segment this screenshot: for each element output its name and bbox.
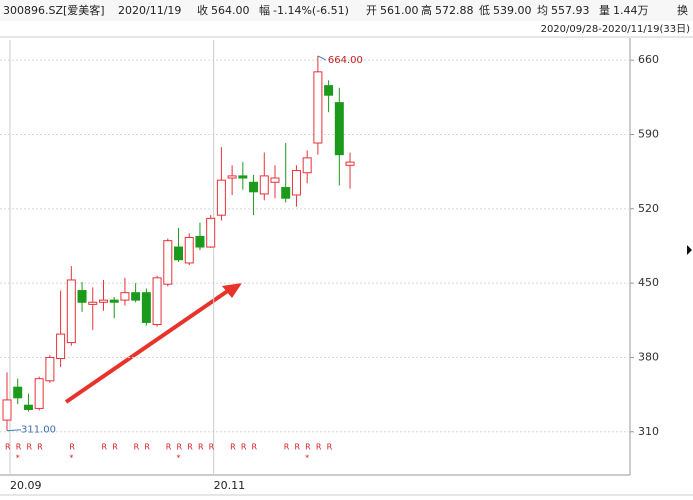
candle-body <box>238 175 248 179</box>
range: 2020/09/28-2020/11/19(33日) <box>541 24 691 35</box>
candle-body <box>77 290 87 303</box>
field-value: 561.00 <box>380 4 419 17</box>
candle-body <box>98 299 108 303</box>
star-mark: * <box>16 454 20 463</box>
candle-body <box>216 179 226 216</box>
x-tick-label: 20.11 <box>214 479 246 492</box>
field-label: 高 <box>421 3 432 17</box>
y-tick-label: 380 <box>638 350 659 363</box>
candle-body <box>45 356 55 382</box>
field-value: 572.88 <box>435 4 474 17</box>
high-pointer <box>317 55 327 61</box>
field-value: 564.00 <box>211 4 250 17</box>
r-mark: R <box>294 443 300 452</box>
r-mark: R <box>16 443 22 452</box>
low-pointer <box>6 429 22 432</box>
r-mark: R <box>327 443 333 452</box>
candle-body <box>313 71 323 144</box>
r-mark: R <box>101 443 107 452</box>
y-tick-label: 590 <box>638 127 659 140</box>
field-label: 幅 <box>259 4 270 17</box>
r-mark: R <box>284 443 290 452</box>
field-value: 1.44万 <box>613 4 649 17</box>
candle-body <box>281 187 291 199</box>
r-mark: R <box>316 443 322 452</box>
r-mark: R <box>177 443 183 452</box>
candle-body <box>195 235 205 248</box>
field-value: 539.00 <box>493 4 532 17</box>
stock-code: 300896.SZ[爱美客] <box>3 3 105 17</box>
star-mark: * <box>305 454 309 463</box>
header-bar <box>0 0 693 21</box>
star-mark: * <box>69 454 73 463</box>
r-mark: R <box>252 443 258 452</box>
r-mark: R <box>187 443 193 452</box>
candle-body <box>88 301 98 305</box>
candle-body <box>56 333 66 360</box>
candle-body <box>259 175 269 195</box>
field-label: 开 <box>366 4 377 17</box>
trend-arrow-head <box>222 283 242 298</box>
r-mark: R <box>134 443 140 452</box>
r-mark: R <box>241 443 247 452</box>
candle-body <box>270 177 280 183</box>
r-mark: R <box>230 443 236 452</box>
y-tick-label: 520 <box>638 202 659 215</box>
candle-body <box>152 277 162 326</box>
r-mark: R <box>305 443 311 452</box>
field-label: 换 <box>677 3 688 17</box>
candle-body <box>184 236 194 264</box>
y-tick-label: 450 <box>638 276 659 289</box>
candle-body <box>23 404 33 410</box>
high-label: 664.00 <box>328 55 363 66</box>
trend-arrow <box>64 286 234 404</box>
field-label: 均 <box>537 4 548 17</box>
r-mark: R <box>112 443 118 452</box>
r-mark: R <box>198 443 204 452</box>
field-label: 低 <box>479 4 490 17</box>
candle-body <box>163 240 173 285</box>
expand-arrow[interactable] <box>687 245 692 255</box>
r-mark: R <box>26 443 32 452</box>
candle-body <box>174 246 184 261</box>
candle-body <box>13 386 23 399</box>
candle-body <box>227 175 237 179</box>
field-value: 557.93 <box>551 4 590 17</box>
candle-body <box>302 157 312 174</box>
candle-body <box>109 299 119 303</box>
y-tick-label: 310 <box>638 425 659 438</box>
r-mark: R <box>37 443 43 452</box>
candle-body <box>141 292 151 323</box>
r-mark: R <box>144 443 150 452</box>
candle-body <box>334 102 344 156</box>
candle-body <box>66 279 76 344</box>
candle-body <box>2 399 12 421</box>
r-mark: R <box>5 443 11 452</box>
r-mark: R <box>166 443 172 452</box>
candle-body <box>345 161 355 166</box>
candle-body <box>120 292 130 301</box>
candle-body <box>34 378 44 409</box>
candle-body <box>291 170 301 196</box>
field-label: 收 <box>197 3 208 17</box>
r-mark: R <box>209 443 215 452</box>
r-mark: R <box>69 443 75 452</box>
field-value: -1.14%(-6.51) <box>273 4 349 17</box>
candle-body <box>324 85 334 96</box>
candle-body <box>131 292 141 301</box>
star-mark: * <box>177 454 181 463</box>
date: 2020/11/19 <box>118 4 181 17</box>
field-label: 量 <box>599 4 610 17</box>
candle-body <box>206 217 216 248</box>
candle-body <box>249 181 259 193</box>
low-label: 311.00 <box>21 425 56 436</box>
x-tick-label: 20.09 <box>10 479 42 492</box>
y-tick-label: 660 <box>638 53 659 66</box>
